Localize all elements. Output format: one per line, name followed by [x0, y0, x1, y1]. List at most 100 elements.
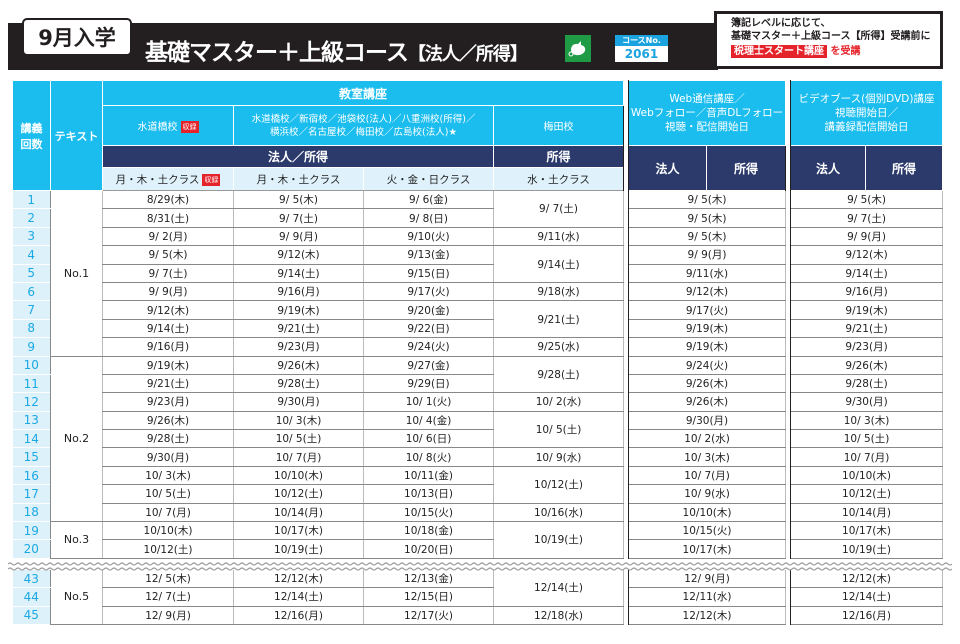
date-video: 10/ 3(木) — [790, 411, 944, 431]
date-web: 9/ 5(木) — [628, 227, 787, 247]
date-class-1: 12/ 9(月) — [102, 606, 234, 625]
date-class-2: 10/19(土) — [233, 539, 364, 559]
date-video: 9/ 9(月) — [790, 227, 944, 247]
text-volume: No.3 — [50, 521, 103, 559]
date-class-2: 10/17(木) — [233, 521, 364, 541]
date-class-2: 10/ 5(土) — [233, 429, 364, 449]
table-row: 17 10/ 5(土) 10/12(土) 10/13(日) 10/ 9(水) 10/12(… — [12, 484, 944, 504]
date-class-2: 10/ 3(木) — [233, 411, 364, 431]
header-video-corp: 法人 — [790, 145, 867, 191]
text-volume: No.1 — [50, 190, 103, 357]
date-class-1: 8/29(木) — [102, 190, 234, 210]
date-class-3: 10/11(金) — [363, 466, 494, 486]
date-class-1: 9/23(月) — [102, 392, 234, 412]
schedule-table: 講義 回数 テキスト 教室講座 Web通信講座／ Webフォロー／音声DLフォロ… — [12, 80, 944, 625]
date-video: 9/14(土) — [790, 264, 944, 283]
course-subtitle: 【法人／所得】 — [407, 44, 528, 65]
date-class-2: 9/28(土) — [233, 374, 364, 394]
lecture-number: 17 — [12, 484, 51, 504]
date-class-4: 10/12(土) — [492, 466, 625, 504]
date-web: 9/ 5(木) — [628, 208, 787, 228]
lecture-number: 16 — [12, 466, 51, 486]
date-video: 10/ 5(土) — [790, 429, 944, 449]
date-class-1: 9/ 7(土) — [102, 264, 234, 283]
date-web: 10/ 3(木) — [628, 447, 787, 467]
date-class-3: 9/24(火) — [363, 337, 494, 357]
text-volume: No.5 — [50, 569, 103, 625]
date-class-3: 12/15(日) — [363, 587, 494, 607]
date-class-1: 9/28(土) — [102, 429, 234, 449]
note-line-1: 簿記レベルに応じて、 — [731, 18, 831, 29]
date-class-2: 10/ 7(月) — [233, 447, 364, 467]
header-web: Web通信講座／ Webフォロー／音声DLフォロー 視聴・配信開始日 — [628, 80, 787, 146]
date-class-2: 10/10(木) — [233, 466, 364, 486]
date-video: 10/14(月) — [790, 503, 944, 523]
table-row: 5 9/ 7(土) 9/14(土) 9/15(日) 9/11(水) 9/14(土) — [12, 264, 944, 283]
date-web: 9/26(木) — [628, 374, 787, 394]
prerequisite-note: 簿記レベルに応じて、 基礎マスター＋上級コース【所得】受講前に 税理士スタート講… — [714, 11, 943, 69]
table-row: 43 No.5 12/ 5(木) 12/12(木) 12/13(金) 12/14(土) 12… — [12, 569, 944, 625]
date-web: 9/19(木) — [628, 319, 787, 339]
date-class-1: 9/16(月) — [102, 337, 234, 357]
header-schools-multi: 水道橋校／新宿校／池袋校(法人)／八重洲校(所得)／ 横浜校／名古屋校／梅田校／… — [233, 105, 494, 146]
date-video: 12/14(土) — [790, 587, 944, 607]
date-class-1: 10/ 5(土) — [102, 484, 234, 504]
header-video: ビデオブース(個別DVD)講座 視聴開始日／ 講義録配信開始日 — [790, 80, 944, 146]
lecture-number: 13 — [12, 411, 51, 431]
header-school-umeda: 梅田校 — [492, 105, 625, 146]
date-class-4: 9/11(水) — [492, 227, 625, 247]
date-class-3: 9/27(金) — [363, 356, 494, 375]
date-class-1: 9/30(月) — [102, 447, 234, 467]
header-lecture-no: 講義 回数 — [12, 80, 51, 191]
lecture-number: 1 — [12, 190, 51, 210]
date-class-3: 9/13(金) — [363, 245, 494, 265]
schedule-body: 1 No.1 8/29(木) 9/ 5(木) 9/ 6(金) 9/ 7(土) 9/ 5(木)… — [12, 190, 944, 625]
date-web: 12/ 9(月) — [628, 569, 787, 589]
date-class-2: 9/ 5(木) — [233, 190, 364, 210]
lecture-number: 5 — [12, 264, 51, 283]
date-web: 9/26(木) — [628, 392, 787, 412]
date-web: 9/ 9(月) — [628, 245, 787, 265]
date-class-3: 12/13(金) — [363, 569, 494, 589]
lecture-number: 18 — [12, 503, 51, 523]
header-class-1: 月・木・土クラス 収録 — [102, 167, 234, 191]
date-class-2: 9/30(月) — [233, 392, 364, 412]
date-class-4: 9/ 7(土) — [492, 190, 625, 228]
date-web: 10/17(木) — [628, 539, 787, 559]
date-video: 10/19(土) — [790, 539, 944, 559]
header-class-3: 火・金・日クラス — [363, 167, 494, 191]
date-video: 10/17(木) — [790, 521, 944, 541]
date-class-3: 10/ 4(金) — [363, 411, 494, 431]
date-class-3: 10/ 8(火) — [363, 447, 494, 467]
date-class-3: 10/13(日) — [363, 484, 494, 504]
header-text: テキスト — [50, 80, 103, 191]
date-class-3: 9/10(火) — [363, 227, 494, 247]
date-class-3: 10/15(火) — [363, 503, 494, 523]
header-video-income: 所得 — [865, 145, 944, 191]
table-row: 19 No.3 10/10(木) 10/17(木) 10/18(金) 10/19(土) 10… — [12, 521, 944, 559]
date-class-3: 9/29(日) — [363, 374, 494, 394]
table-row: 44 12/ 7(土) 12/14(土) 12/15(日) 12/11(水) 12/14(… — [12, 587, 944, 607]
date-class-1: 10/ 7(月) — [102, 503, 234, 523]
date-class-3: 12/17(火) — [363, 606, 494, 625]
table-row: 1 No.1 8/29(木) 9/ 5(木) 9/ 6(金) 9/ 7(土) 9/ 5(木)… — [12, 190, 944, 357]
date-video: 10/12(土) — [790, 484, 944, 504]
date-video: 9/26(木) — [790, 356, 944, 375]
date-class-3: 10/18(金) — [363, 521, 494, 541]
date-class-3: 9/17(火) — [363, 282, 494, 302]
date-video: 9/21(土) — [790, 319, 944, 339]
lecture-number: 2 — [12, 208, 51, 228]
date-class-1: 12/ 7(土) — [102, 587, 234, 607]
lecture-number: 45 — [12, 606, 51, 625]
date-class-1: 9/14(土) — [102, 319, 234, 339]
date-class-2: 10/12(土) — [233, 484, 364, 504]
course-number-box: コースNo. 2061 — [615, 35, 668, 62]
date-class-1: 9/26(木) — [102, 411, 234, 431]
date-class-1: 10/10(木) — [102, 521, 234, 541]
table-row: 12 9/23(月) 9/30(月) 10/ 1(火) 10/ 2(水) 9/26(木) 9… — [12, 392, 944, 412]
table-row: 3 9/ 2(月) 9/ 9(月) 9/10(火) 9/11(水) 9/ 5(木) 9/ 9… — [12, 227, 944, 247]
course-number: 2061 — [624, 47, 659, 61]
date-class-4: 9/21(土) — [492, 300, 625, 339]
date-class-1: 10/12(土) — [102, 539, 234, 559]
date-video: 9/ 7(土) — [790, 208, 944, 228]
